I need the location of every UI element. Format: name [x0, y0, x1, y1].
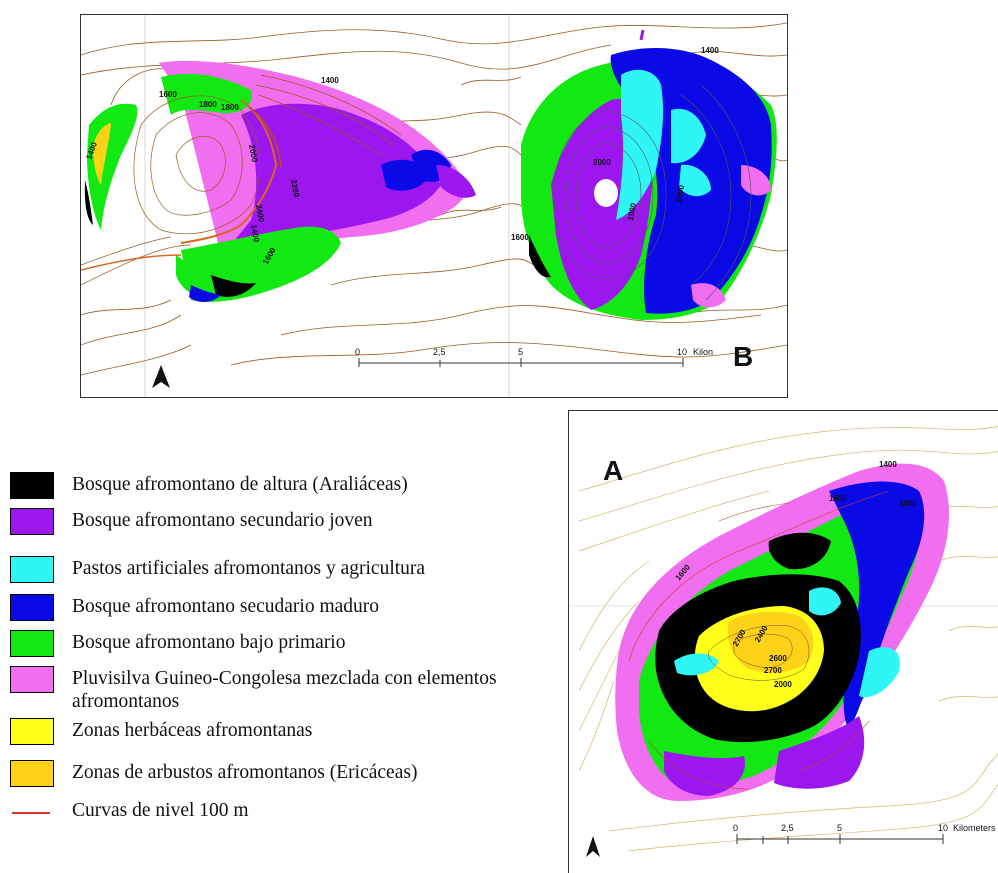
map-a-svg: 1400 1600 1800 1600 2700 2400 2600 2700 …: [569, 426, 998, 857]
legend-label: Pluvisilva Guineo-Congolesa mezclada con…: [72, 668, 497, 712]
legend-label: Bosque afromontano secundario joven: [72, 510, 373, 531]
contour-label: 2700: [764, 666, 782, 675]
panel-label-a: A: [603, 455, 624, 486]
scale-unit-label: Kilometers: [953, 823, 996, 833]
legend-label: Bosque afromontano bajo primario: [72, 632, 346, 653]
scale-unit-label: Kilon: [693, 347, 713, 357]
panel-label-b: B: [733, 341, 754, 372]
legend-item: Pluvisilva Guineo-Congolesa mezclada con…: [10, 666, 550, 713]
scale-tick-label: 0: [355, 347, 360, 357]
legend-label: Zonas herbáceas afromontanas: [72, 720, 313, 741]
left-volcano: [81, 60, 476, 302]
legend-line-swatch: [10, 798, 54, 825]
legend-swatch: [10, 760, 54, 787]
legend-label: Bosque afromontano secudario maduro: [72, 596, 380, 617]
legend-item: Curvas de nivel 100 m: [10, 798, 249, 825]
contour-label: 1400: [321, 76, 339, 85]
scale-tick-label: 0: [733, 823, 738, 833]
scale-tick-label: 2,5: [433, 347, 446, 357]
island-a: [615, 463, 949, 801]
contour-label: 1400: [249, 224, 261, 244]
scale-tick-label: 10: [938, 823, 948, 833]
legend-swatch: [10, 630, 54, 657]
legend-swatch: [10, 472, 54, 499]
contour-label: 2000: [774, 680, 792, 689]
legend-item: Bosque afromontano bajo primario: [10, 630, 345, 657]
contour-label: 1800: [674, 184, 686, 204]
contour-label: 2000: [593, 158, 611, 167]
legend-label: Zonas de arbustos afromontanos (Ericácea…: [72, 762, 418, 783]
contour-label: 2200: [289, 179, 301, 199]
scale-tick-label: 5: [518, 347, 523, 357]
contour-label: 1600: [829, 494, 847, 503]
contour-label: 1400: [879, 460, 897, 469]
scale-bar-a: 0 2,5 5 10 Kilometers: [733, 823, 996, 844]
map-b-svg: 1400 1400 1600 1800 1800 2000 2200 2400 …: [81, 15, 787, 397]
legend-swatch: [10, 556, 54, 583]
scale-tick-label: 2,5: [781, 823, 794, 833]
contour-label: 2600: [769, 654, 787, 663]
legend-swatch: [10, 718, 54, 745]
contour-label: 1800: [199, 100, 217, 109]
contour-label: 1400: [701, 46, 719, 55]
contour-label: 2400: [254, 204, 266, 224]
legend-swatch: [10, 666, 54, 693]
crater: [594, 179, 618, 207]
scale-bar-b: 0 2,5 5 10 Kilon: [355, 347, 713, 367]
legend-item: Bosque afromontano secudario maduro: [10, 594, 379, 621]
contour-label: 1600: [159, 90, 177, 99]
north-arrow-icon: [152, 365, 170, 388]
legend-item: Pastos artificiales afromontanos y agric…: [10, 556, 425, 583]
legend-item: Zonas de arbustos afromontanos (Ericácea…: [10, 760, 417, 787]
contour-label: 2000: [247, 144, 259, 164]
legend-label: Bosque afromontano de altura (Araliáceas…: [72, 474, 408, 495]
background-contours: [578, 426, 998, 852]
contour-label: 1900: [626, 202, 638, 222]
legend-swatch: [10, 594, 54, 621]
legend-swatch: [10, 508, 54, 535]
scale-tick-label: 5: [837, 823, 842, 833]
legend-label: Pastos artificiales afromontanos y agric…: [72, 558, 426, 579]
contour-label: 1800: [899, 499, 917, 508]
legend-label: Curvas de nivel 100 m: [72, 800, 249, 821]
scale-tick-label: 10: [677, 347, 687, 357]
legend-item: Bosque afromontano de altura (Araliáceas…: [10, 472, 408, 499]
north-arrow-icon: [586, 836, 600, 857]
map-panel-a: 1400 1600 1800 1600 2700 2400 2600 2700 …: [568, 410, 998, 873]
right-volcano: [521, 29, 777, 321]
contour-label: 1600: [511, 233, 529, 242]
contour-label: 1800: [221, 103, 239, 112]
legend-item: Bosque afromontano secundario joven: [10, 508, 373, 535]
legend-item: Zonas herbáceas afromontanas: [10, 718, 312, 745]
map-panel-b: 1400 1400 1600 1800 1800 2000 2200 2400 …: [80, 14, 788, 398]
